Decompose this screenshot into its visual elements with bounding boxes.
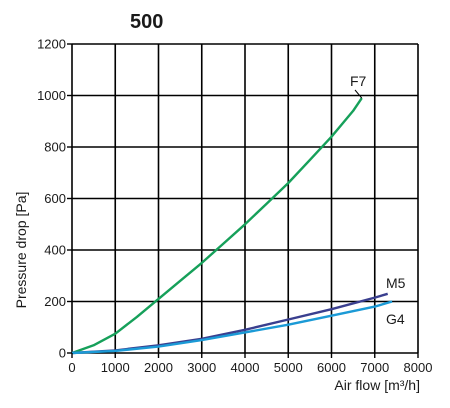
x-tick-label: 0 [68, 360, 75, 375]
x-axis-title: Air flow [m³/h] [334, 377, 420, 393]
series-group [71, 97, 393, 355]
x-tick-label: 3000 [187, 360, 216, 375]
axes [67, 43, 419, 358]
x-tick-label: 6000 [317, 360, 346, 375]
series-line-g4 [71, 300, 393, 355]
y-tick-label: 600 [44, 191, 66, 206]
y-tick-label: 0 [59, 346, 66, 361]
y-axis-title: Pressure drop [Pa] [13, 192, 29, 309]
x-tick-label: 1000 [101, 360, 130, 375]
x-tick-label: 2000 [144, 360, 173, 375]
y-tick-label: 1000 [37, 88, 66, 103]
x-tick-label: 4000 [231, 360, 260, 375]
x-tick-label: 7000 [360, 360, 389, 375]
label-leader-f7 [354, 89, 363, 99]
labels: 0 1000 2000 3000 4000 5000 6000 7000 8000 0 200 400… [37, 37, 432, 376]
y-tick-label: 400 [44, 243, 66, 258]
x-tick-label: 8000 [404, 360, 433, 375]
y-tick-label: 200 [44, 294, 66, 309]
y-tick-label: 800 [44, 140, 66, 155]
series-line-f7 [71, 97, 363, 355]
x-tick-label: 5000 [274, 360, 303, 375]
grid [71, 43, 419, 354]
series-label-m5: M5 [386, 275, 406, 291]
series-label-g4: G4 [386, 311, 405, 327]
series-label-f7: F7 [350, 73, 367, 89]
chart-title: 500 [130, 11, 163, 33]
y-tick-label: 1200 [37, 37, 66, 52]
series-line-m5 [71, 292, 389, 355]
